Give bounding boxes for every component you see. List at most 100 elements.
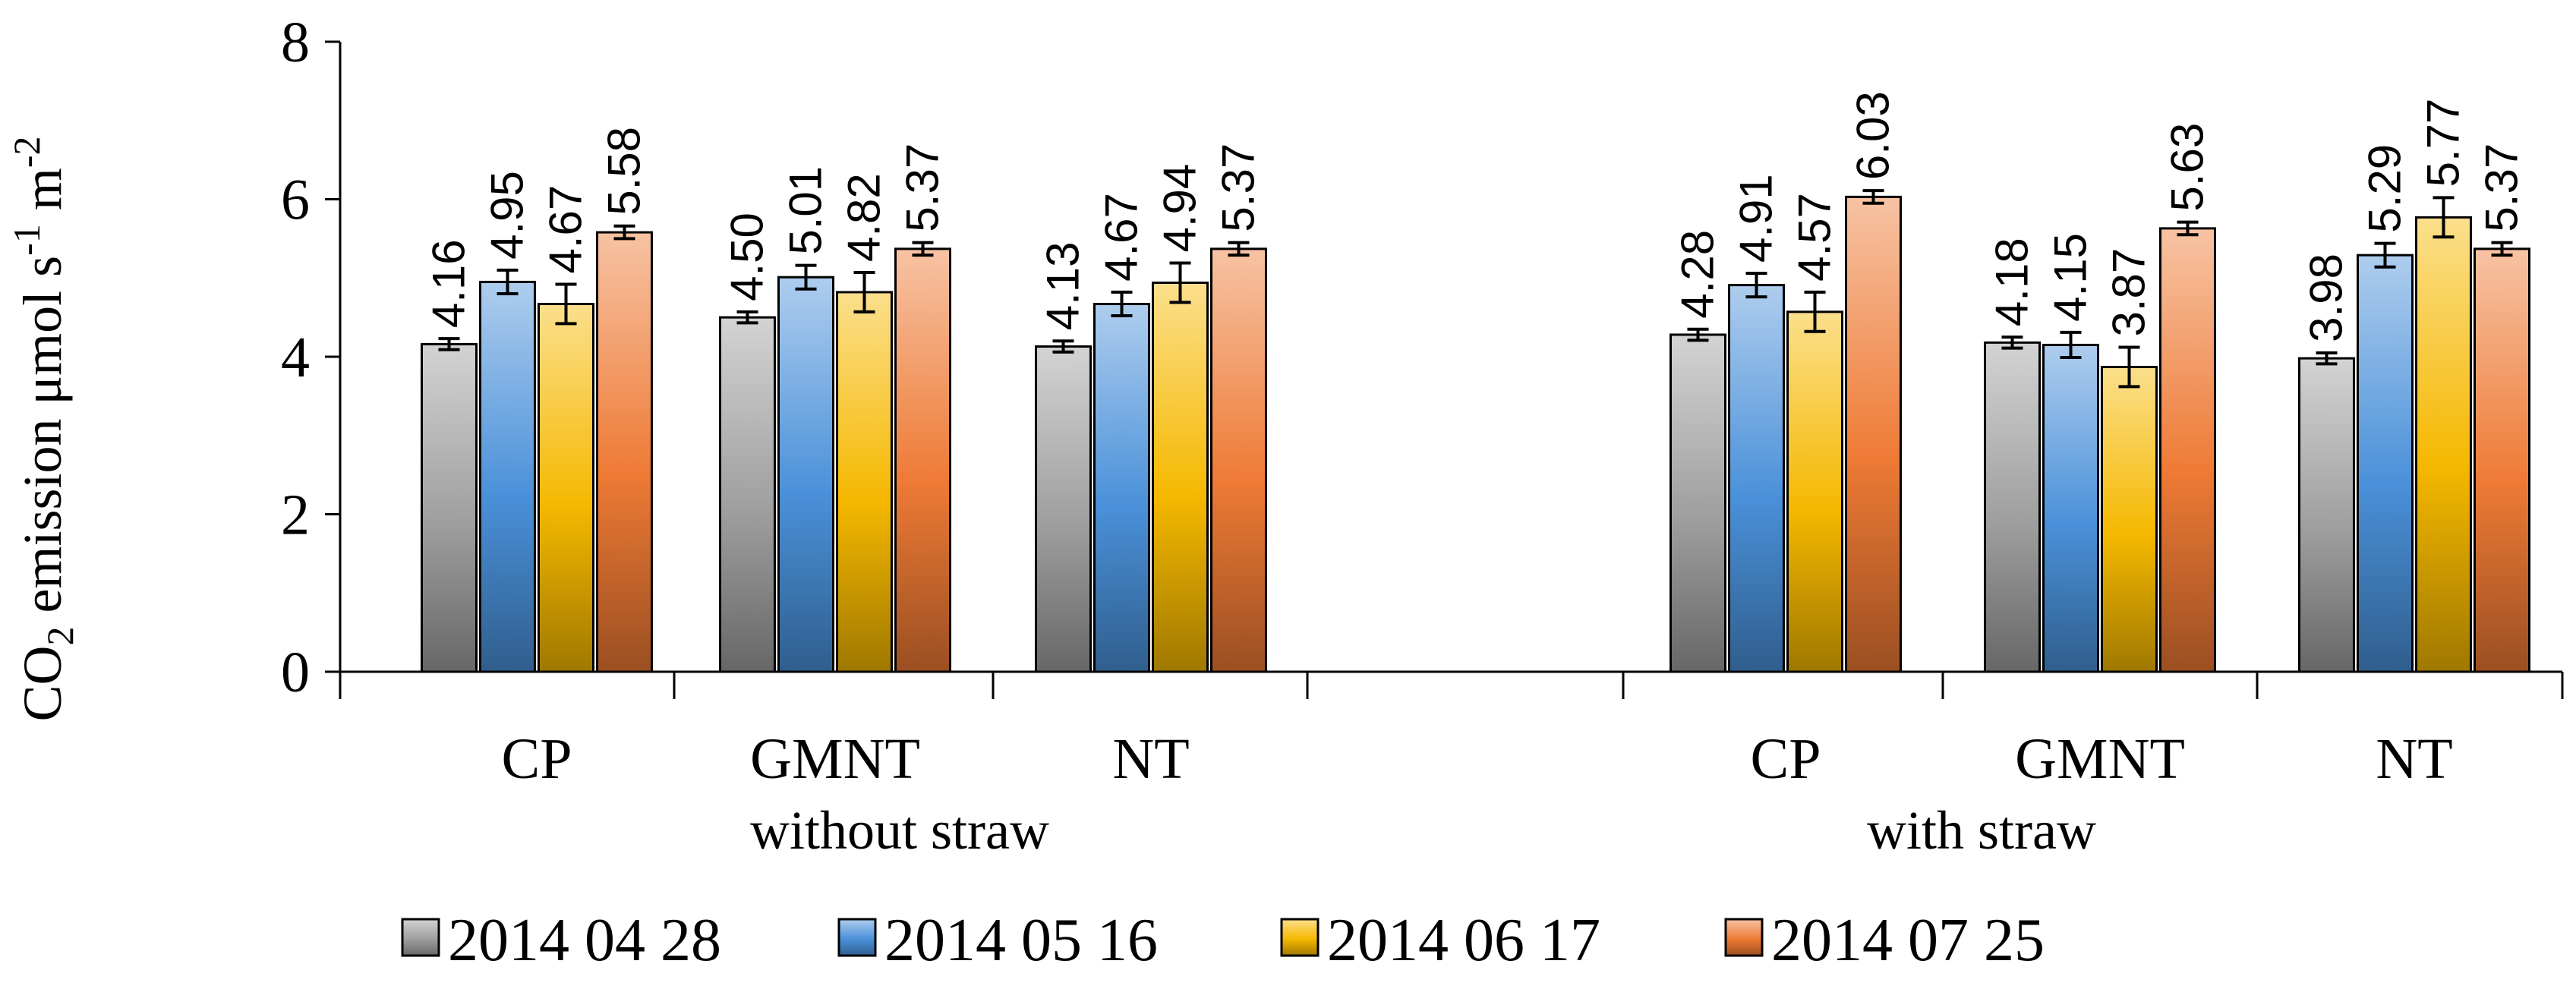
data-label: 4.57 [1789,193,1840,282]
data-label: 3.87 [2104,248,2155,337]
bar [538,302,594,673]
y-tick-label: 0 [281,641,310,704]
error-bar [2374,241,2396,269]
y-axis-title-superscript-2: -2 [5,137,48,169]
legend-item: 2014 05 16 [837,907,1158,974]
data-label: 5.58 [599,127,650,216]
bar [479,280,536,673]
data-label: 4.15 [2045,233,2096,322]
bar [596,231,653,673]
error-bar [2316,351,2338,366]
y-tick-label: 8 [281,11,310,74]
bar [1728,284,1785,673]
legend-swatch [1724,918,1764,957]
bar [1845,195,1902,673]
axes: 0 2 4 6 8 CP GMNT NT CP GMNT NT [281,11,2564,791]
error-bar [2433,196,2455,239]
legend-item: 2014 04 28 [401,907,721,974]
error-bar [1804,290,1826,333]
error-bar [2177,220,2199,237]
error-bar [613,224,635,241]
bar [719,316,776,673]
error-bar [1111,290,1133,318]
error-bar [1687,327,1709,342]
bar [2415,216,2472,673]
data-label: 5.77 [2418,99,2469,187]
data-label: 4.94 [1155,164,1206,253]
error-bar [2060,330,2082,360]
data-labels: 4.164.95 4.675.584.505.01 4.82 5.374.134.67… [424,91,2527,342]
error-bar [736,310,758,325]
data-label: 5.63 [2162,123,2213,212]
bar [1670,333,1726,673]
legend-label: 2014 06 17 [1327,907,1600,974]
bar [1093,302,1150,673]
legend-item: 2014 06 17 [1280,907,1600,974]
error-bar [912,241,934,257]
error-bar [555,282,577,326]
error-bar [2118,345,2140,389]
error-bar [795,263,817,291]
y-axis-title-superscript-1: -1 [5,224,48,256]
bar [2298,357,2355,673]
bar [1152,281,1209,673]
error-bar [1745,272,1767,299]
data-label: 4.28 [1673,230,1723,319]
group-label-with-straw: with straw [1867,800,2096,861]
bar [1035,345,1092,673]
error-bar [438,337,460,351]
bar [2101,365,2158,673]
legend-swatch [401,918,440,957]
legend: 2014 04 28 2014 05 16 2014 06 17 2014 07 25 [401,907,2045,974]
legend-label: 2014 05 16 [884,907,1158,974]
data-label: 4.91 [1731,174,1782,263]
error-bar [2001,335,2023,350]
data-label: 4.16 [424,239,475,328]
y-axis-title-middle-2: m [12,168,73,224]
error-bar [1228,241,1250,257]
data-label: 4.82 [839,173,890,262]
data-label: 6.03 [1848,91,1899,180]
error-bar [1052,339,1074,354]
bar [1984,341,2041,673]
x-category-label: NT [2376,727,2452,791]
bar [421,342,478,673]
bar [894,247,951,673]
y-axis-title: CO2 emission μmol s-1 m-2 [5,137,81,722]
error-bar [1169,261,1191,304]
x-category-label: GMNT [2015,727,2185,791]
bar [2042,343,2099,673]
data-label: 5.01 [780,166,831,255]
bar [1210,247,1267,673]
data-label: 5.37 [897,143,948,232]
error-bar [2491,241,2513,257]
data-label: 5.29 [2360,144,2410,233]
bar [777,276,834,673]
legend-swatch [837,918,877,957]
x-category-label: CP [502,727,572,791]
bar [836,291,893,673]
x-category-label: GMNT [750,727,920,791]
error-bar [1862,189,1884,205]
bars [421,189,2530,673]
y-tick-label: 4 [281,326,310,389]
y-axis-title-middle: emission μmol s [12,256,73,627]
y-axis-title-subscript: 2 [39,626,81,645]
x-category-label: CP [1751,727,1821,791]
data-label: 4.50 [722,213,773,301]
data-label: 5.37 [1213,143,1264,232]
y-tick-label: 2 [281,484,310,547]
error-bar [497,268,519,295]
data-label: 4.13 [1038,241,1089,330]
bar [1786,310,1843,673]
legend-swatch [1280,918,1320,957]
y-tick-label: 6 [281,169,310,232]
data-label: 4.95 [482,171,533,260]
error-bar [853,270,875,313]
group-label-without-straw: without straw [750,800,1049,861]
data-label: 4.67 [1096,193,1147,282]
data-label: 5.37 [2477,143,2527,232]
bar [2159,227,2216,673]
data-label: 3.98 [2301,254,2352,342]
